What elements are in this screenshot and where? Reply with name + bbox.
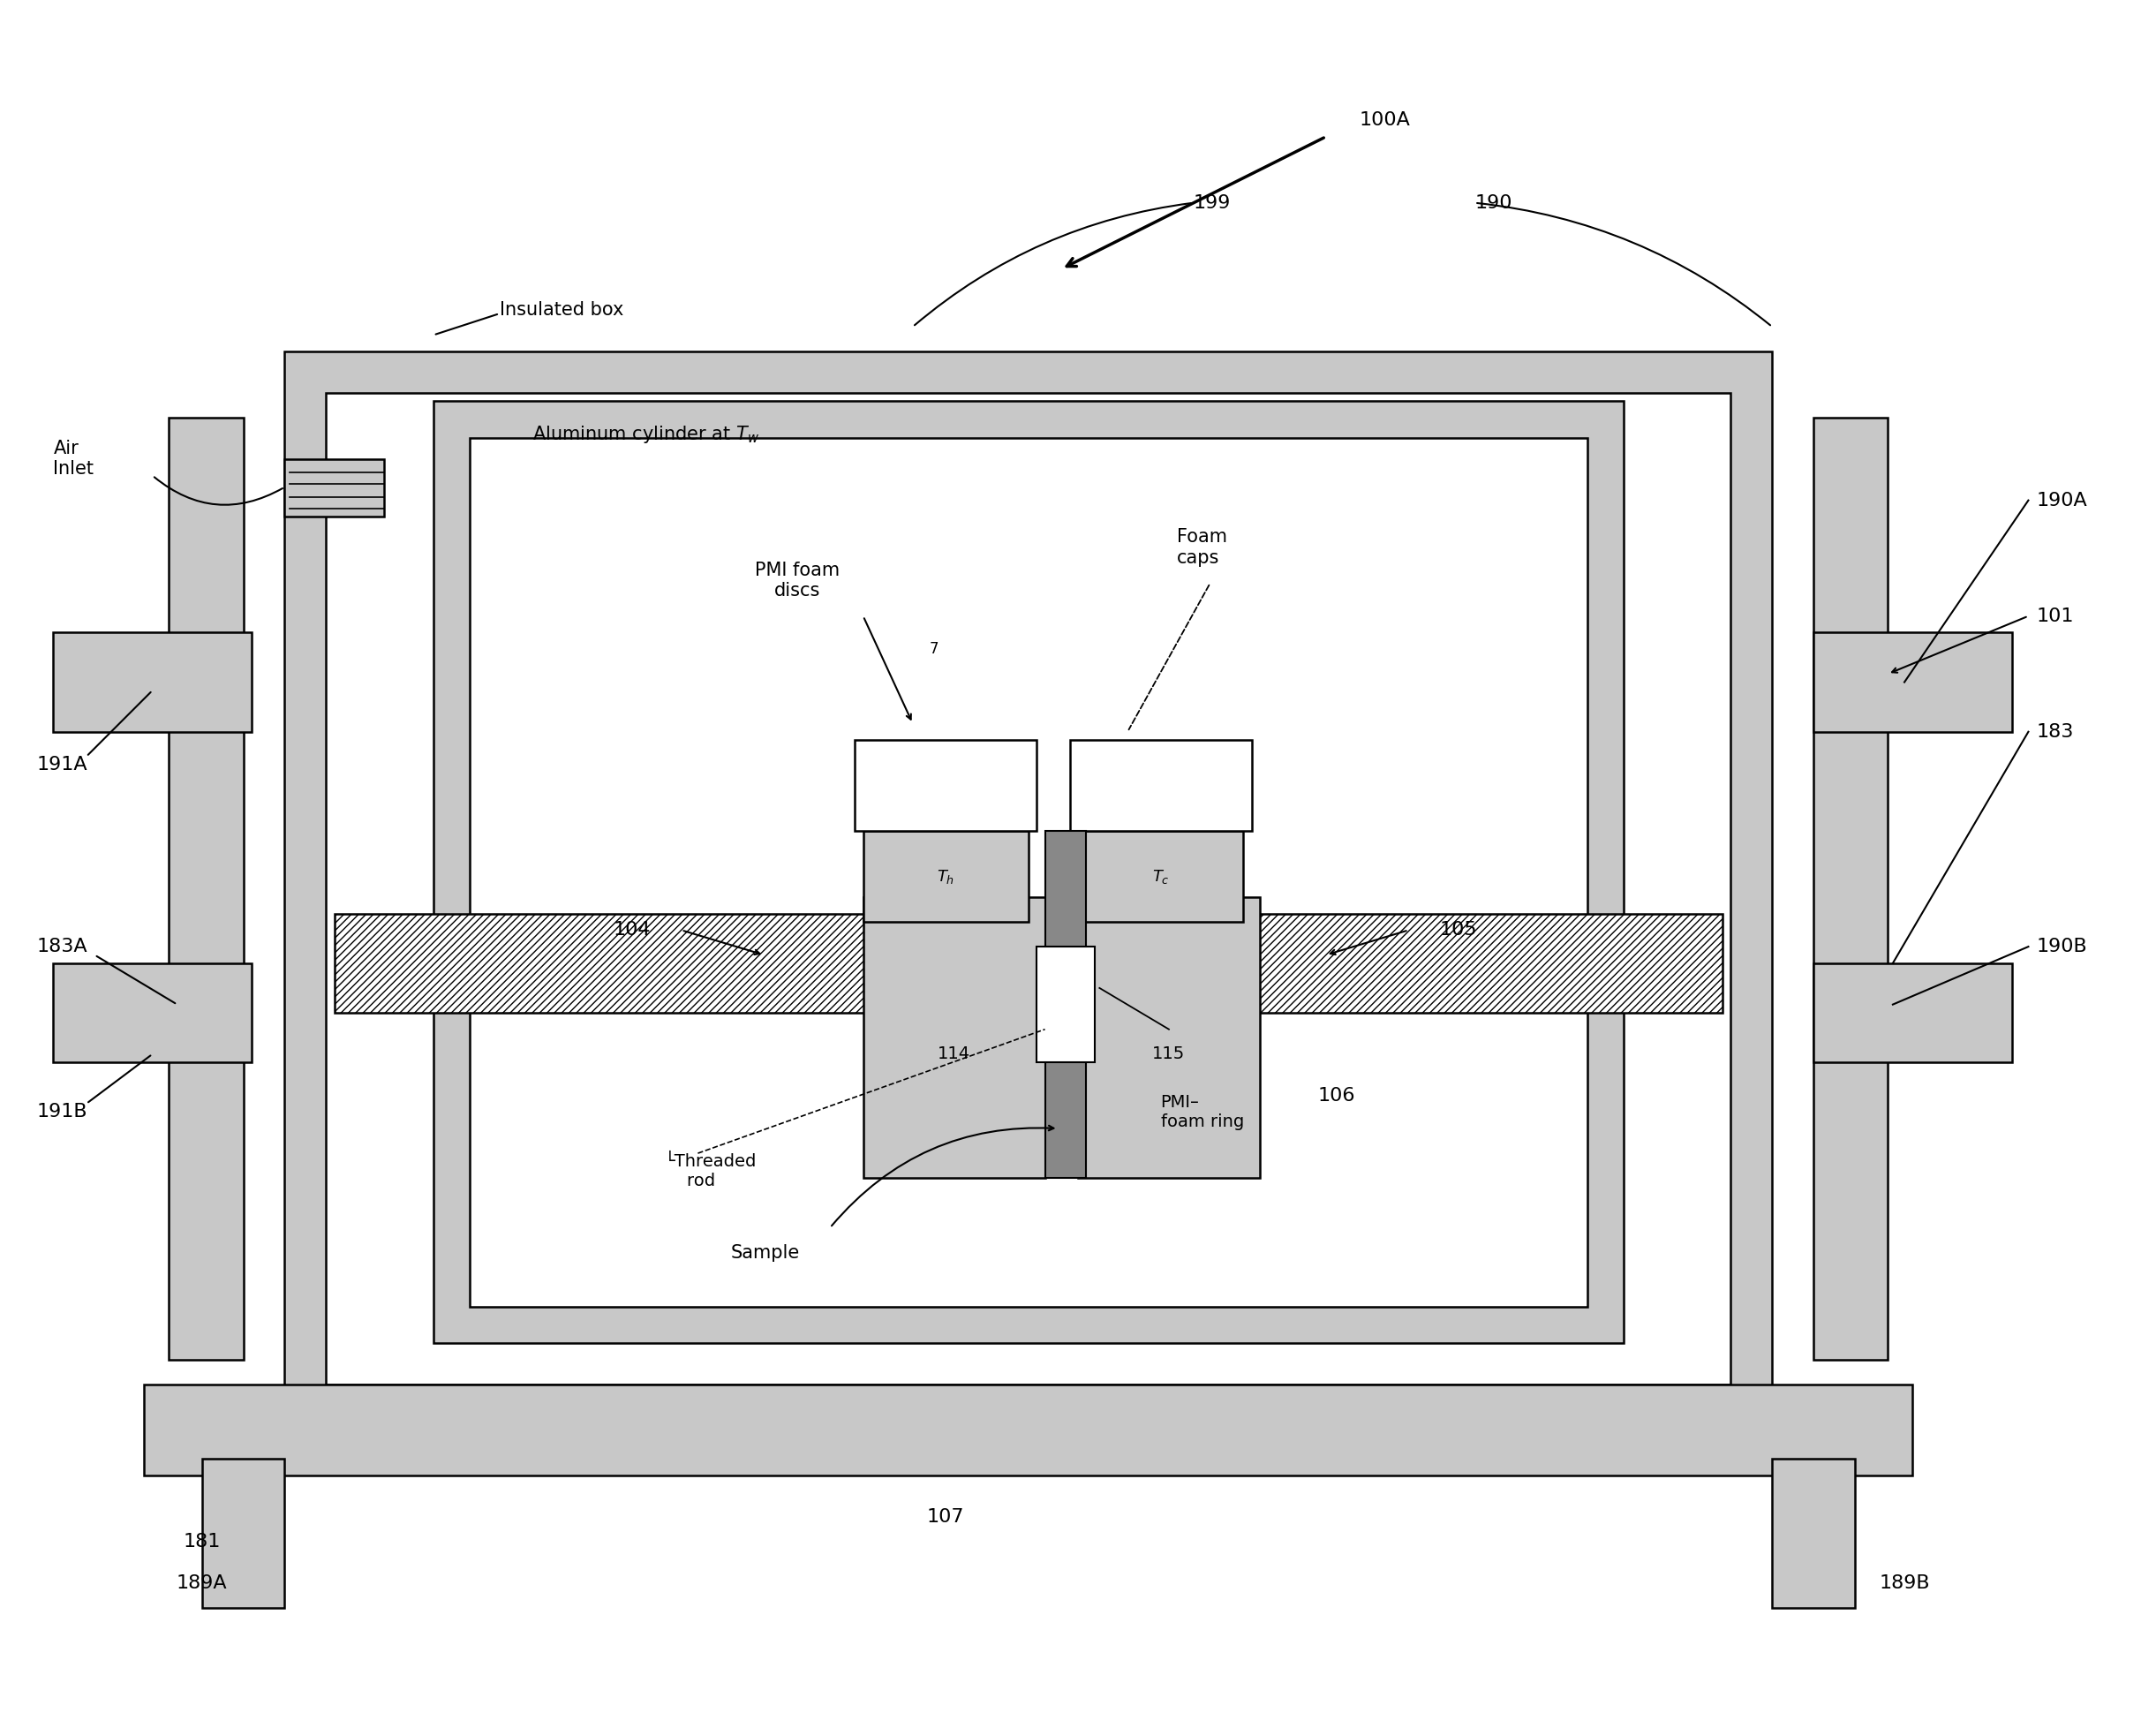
- Bar: [54, 632, 252, 731]
- Text: 104: 104: [612, 921, 651, 938]
- Bar: [862, 897, 1046, 1178]
- Bar: [1046, 831, 1087, 1178]
- Text: Foam
caps: Foam caps: [1177, 529, 1227, 567]
- Bar: [1037, 947, 1095, 1063]
- Text: 199: 199: [1194, 194, 1231, 211]
- Bar: [285, 460, 384, 517]
- Bar: [334, 914, 1723, 1013]
- Bar: [433, 401, 1623, 1343]
- Text: 190A: 190A: [2037, 491, 2087, 510]
- Bar: [862, 831, 1028, 921]
- Bar: [1078, 897, 1259, 1178]
- Bar: [326, 392, 1731, 1384]
- Text: 101: 101: [2037, 607, 2074, 626]
- Text: Insulated box: Insulated box: [500, 301, 623, 320]
- Text: 105: 105: [1440, 921, 1477, 938]
- Bar: [1813, 632, 2012, 731]
- Bar: [856, 740, 1037, 831]
- Text: └Threaded
    rod: └Threaded rod: [664, 1153, 757, 1189]
- Bar: [1813, 418, 1889, 1360]
- Text: Aluminum cylinder at $T_w$: Aluminum cylinder at $T_w$: [533, 423, 759, 444]
- Text: 183: 183: [2037, 722, 2074, 741]
- Bar: [168, 418, 244, 1360]
- Text: 189A: 189A: [177, 1574, 226, 1591]
- Text: 191A: 191A: [37, 755, 88, 774]
- Text: Sample: Sample: [731, 1244, 800, 1261]
- Text: PMI–
foam ring: PMI– foam ring: [1160, 1094, 1244, 1130]
- Bar: [1772, 1458, 1854, 1607]
- Bar: [1069, 740, 1250, 831]
- Text: 189B: 189B: [1880, 1574, 1930, 1591]
- Text: 106: 106: [1317, 1087, 1356, 1104]
- Bar: [470, 437, 1587, 1306]
- Bar: [203, 1458, 285, 1607]
- Text: Air
Inlet: Air Inlet: [54, 441, 95, 479]
- Bar: [54, 962, 252, 1063]
- Text: $T_c$: $T_c$: [1151, 867, 1169, 885]
- Text: 115: 115: [1153, 1045, 1186, 1063]
- Text: 190: 190: [1475, 194, 1511, 211]
- Text: 114: 114: [938, 1045, 970, 1063]
- Bar: [285, 351, 1772, 1426]
- Text: 183A: 183A: [37, 938, 88, 956]
- Text: 191B: 191B: [37, 1102, 88, 1121]
- Bar: [1078, 831, 1244, 921]
- Text: 181: 181: [183, 1533, 220, 1550]
- Bar: [144, 1384, 1912, 1476]
- Text: 7: 7: [929, 641, 938, 657]
- Text: $T_h$: $T_h$: [938, 867, 955, 885]
- Text: 190B: 190B: [2037, 938, 2087, 956]
- Bar: [1813, 962, 2012, 1063]
- Text: 100A: 100A: [1358, 111, 1410, 130]
- Text: 107: 107: [927, 1509, 964, 1526]
- Text: PMI foam
discs: PMI foam discs: [755, 562, 839, 600]
